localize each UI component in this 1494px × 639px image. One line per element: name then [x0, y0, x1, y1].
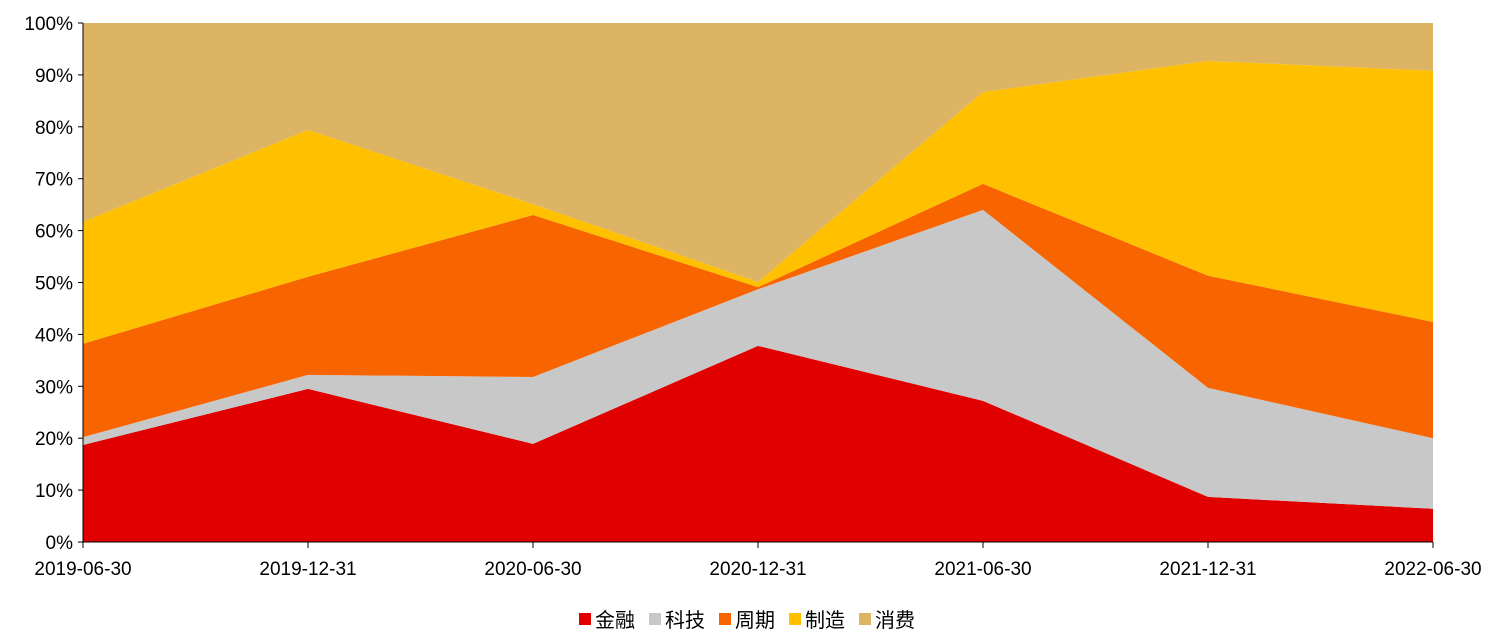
y-tick-label: 60% — [35, 222, 73, 243]
y-tick-label: 50% — [35, 274, 73, 295]
x-tick-label: 2021-12-31 — [1159, 559, 1256, 580]
legend-label: 科技 — [665, 610, 705, 632]
legend-swatch — [579, 612, 591, 625]
area-0 — [83, 345, 1433, 542]
legend-label: 金融 — [595, 610, 635, 632]
legend-label: 消费 — [875, 610, 915, 632]
y-tick-label: 20% — [35, 429, 73, 450]
legend-item: 制造 — [789, 604, 845, 633]
x-tick-label: 2019-12-31 — [259, 559, 356, 580]
x-tick-label: 2019-06-30 — [34, 559, 131, 580]
y-tick-label: 30% — [35, 377, 73, 398]
y-tick-label: 80% — [35, 118, 73, 139]
area-4 — [83, 23, 1433, 282]
area-2 — [83, 183, 1433, 439]
y-tick-label: 100% — [24, 14, 73, 35]
x-tick-label: 2020-06-30 — [484, 559, 581, 580]
legend-item: 科技 — [649, 604, 705, 633]
y-tick-label: 90% — [35, 66, 73, 87]
x-tick-label: 2021-06-30 — [934, 559, 1031, 580]
y-tick-label: 40% — [35, 325, 73, 346]
x-tick-label: 2022-06-30 — [1384, 559, 1481, 580]
legend-label: 制造 — [805, 610, 845, 632]
area-1 — [83, 209, 1433, 509]
legend-swatch — [859, 612, 871, 625]
legend-item: 周期 — [719, 604, 775, 633]
legend-swatch — [789, 612, 801, 625]
stacked-area-chart: 0% 10% 20% 30% 40% 50% 60% 70% 80% 90% 100% 2019-06… — [24, 14, 1481, 580]
legend-item: 消费 — [859, 604, 915, 633]
legend-label: 周期 — [735, 610, 775, 632]
y-tick-label: 0% — [46, 533, 74, 554]
legend-swatch — [649, 612, 661, 625]
area-3 — [83, 60, 1433, 344]
legend: 金融 科技 周期 制造 消费 — [0, 604, 1494, 633]
y-tick-label: 70% — [35, 170, 73, 191]
legend-swatch — [719, 612, 731, 625]
legend-item: 金融 — [579, 604, 635, 633]
x-tick-label: 2020-12-31 — [709, 559, 806, 580]
y-tick-label: 10% — [35, 481, 73, 502]
